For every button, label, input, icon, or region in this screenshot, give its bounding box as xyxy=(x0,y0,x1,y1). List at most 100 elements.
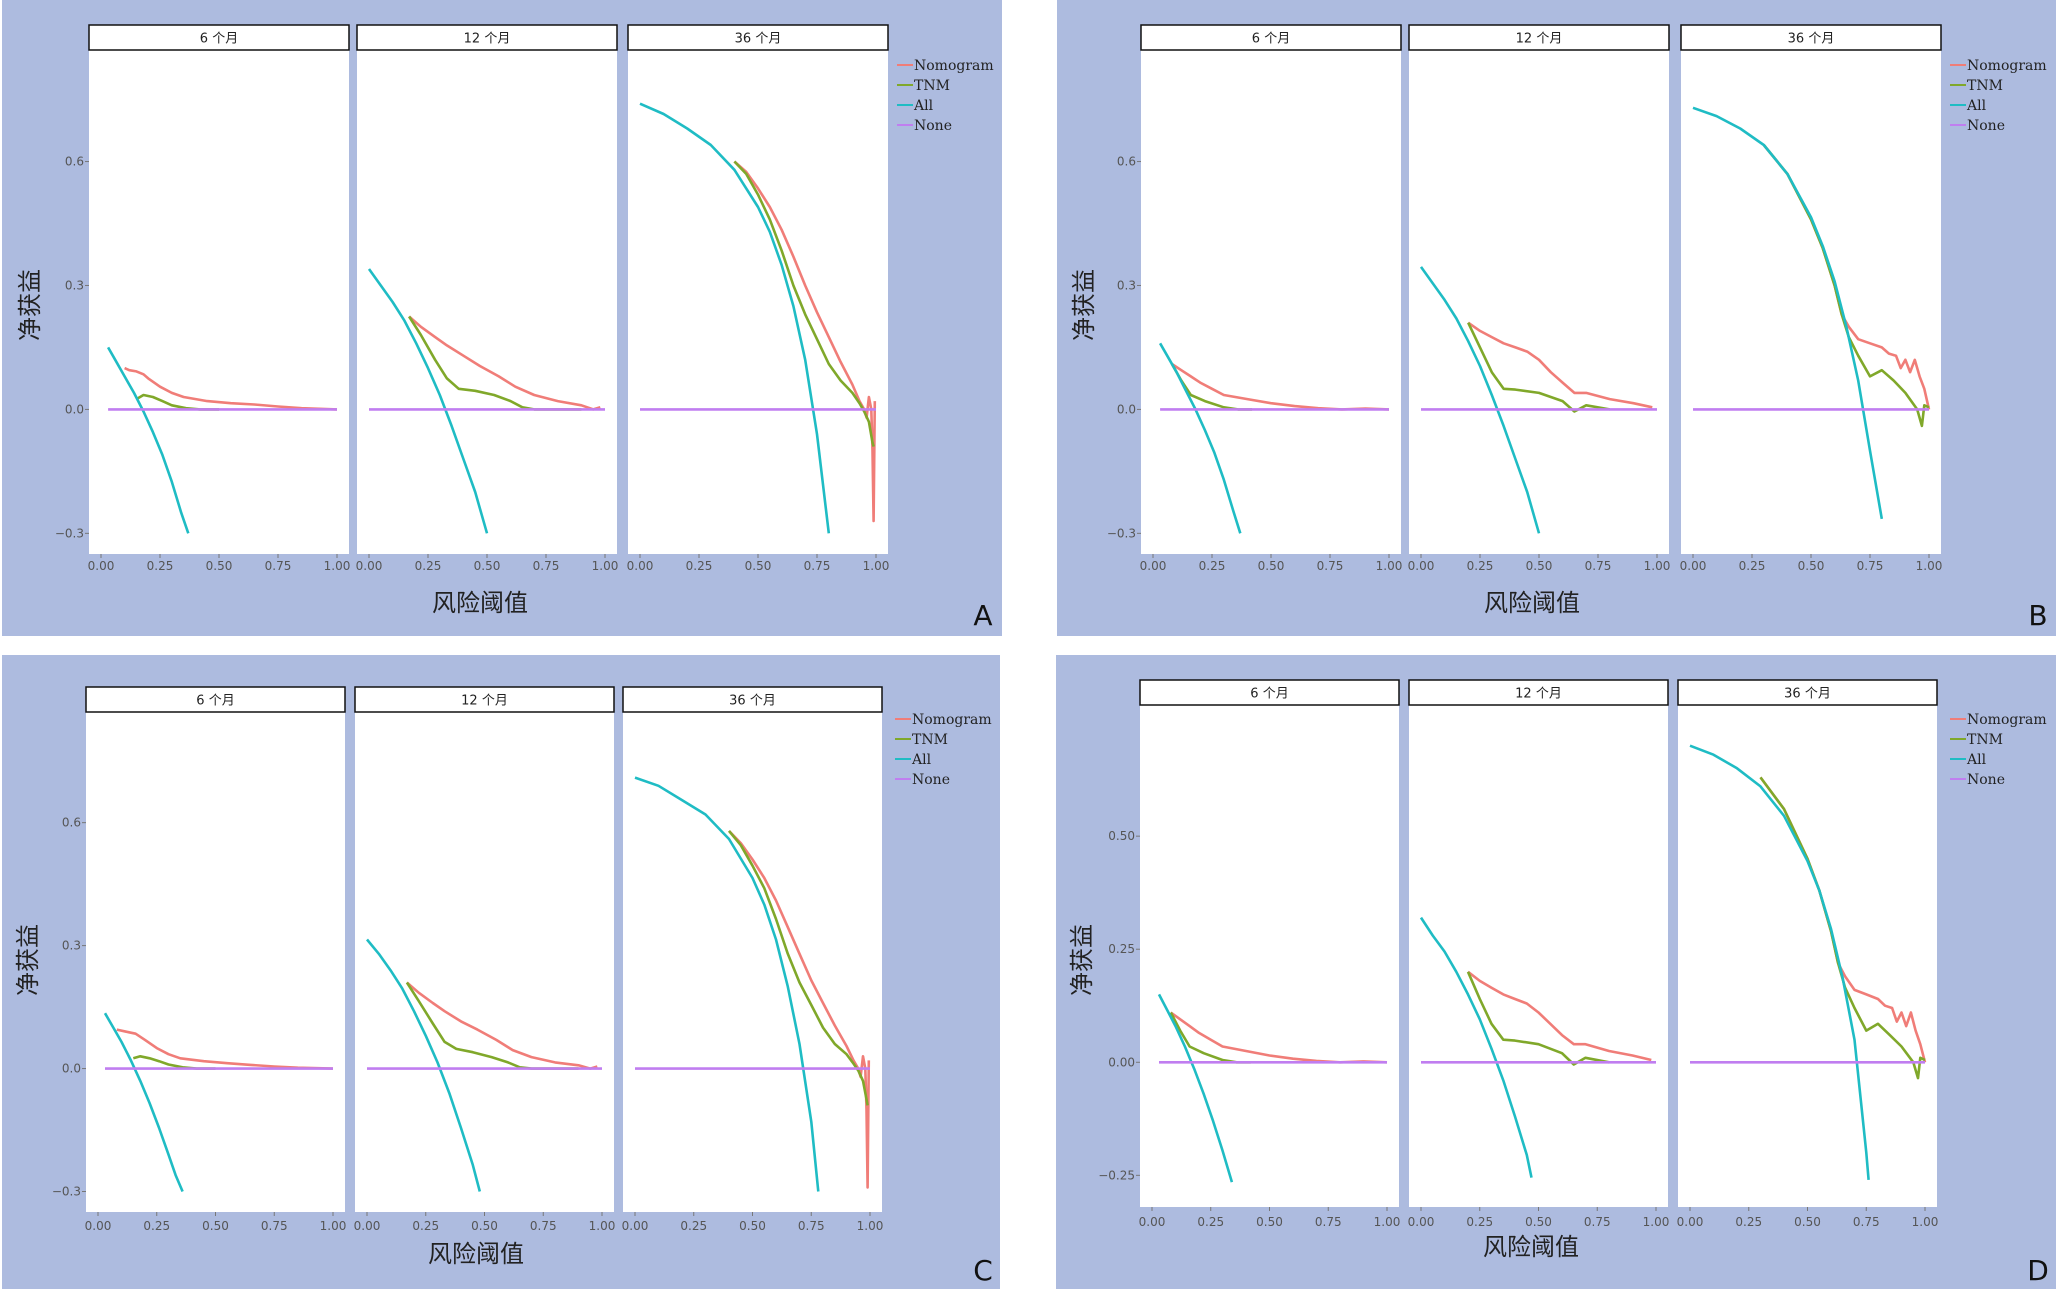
legend-label-all: All xyxy=(911,752,932,768)
legend-label-tnm: TNM xyxy=(914,78,950,94)
series-line-tnm xyxy=(727,830,869,1106)
x-tick-label: 0.25 xyxy=(415,559,442,573)
facet-strip xyxy=(1140,24,1402,51)
series-line-nomogram xyxy=(406,981,598,1070)
x-tick-label: 0.50 xyxy=(1526,559,1553,573)
legend-label-tnm: TNM xyxy=(1967,732,2003,748)
panel-letter: A xyxy=(973,599,992,632)
plot-area xyxy=(1409,705,1668,1207)
x-tick-label: 0.00 xyxy=(1140,559,1167,573)
series-line-all xyxy=(1692,106,1884,520)
series-line-nomogram xyxy=(116,1028,334,1070)
plot-area xyxy=(86,712,345,1212)
series-line-all xyxy=(1419,916,1533,1178)
x-tick-label: 1.00 xyxy=(1916,559,1943,573)
facet-strip xyxy=(1139,679,1400,706)
facet-36m: 36 个月 0.00 0.25 0.50 0.75 1.00 xyxy=(1677,679,1938,1229)
series-line-all xyxy=(1419,266,1541,534)
x-tick-label: 0.50 xyxy=(1258,559,1285,573)
x-tick-label: 1.00 xyxy=(1644,559,1671,573)
legend-label-all: All xyxy=(1966,752,1987,768)
x-tick-label: 0.00 xyxy=(627,559,654,573)
facet-6m: 6 个月 0.00 0.25 0.50 0.75 1.00 xyxy=(1139,679,1400,1229)
x-tick-label: 0.75 xyxy=(533,559,560,573)
y-tick-label: 0.3 xyxy=(65,278,84,292)
facet-12m: 12 个月 0.00 0.25 0.50 0.75 1.00 xyxy=(1408,24,1671,573)
series-line-all xyxy=(639,102,831,534)
x-tick-label: 1.00 xyxy=(863,559,890,573)
legend-label-tnm: TNM xyxy=(912,732,948,748)
x-tick-label: 1.00 xyxy=(1643,1215,1670,1229)
y-tick-label: 0.0 xyxy=(1117,402,1136,416)
series-line-nomogram xyxy=(124,366,338,411)
x-tick-label: 0.25 xyxy=(143,1219,170,1233)
legend-label-none: None xyxy=(1967,118,2005,134)
panel-letter: B xyxy=(2028,599,2047,632)
facet-label: 6 个月 xyxy=(200,32,238,47)
facet-strip xyxy=(1677,679,1938,706)
y-tick-label: −0.3 xyxy=(52,1185,81,1199)
panel-letter: C xyxy=(973,1254,993,1287)
legend-label-none: None xyxy=(912,772,950,788)
y-axis-title: 净获益 xyxy=(1068,924,1096,996)
plot-area xyxy=(628,50,888,554)
legend-label-nomogram: Nomogram xyxy=(912,712,992,728)
facet-12m: 12 个月 0.00 0.25 0.50 0.75 1.00 xyxy=(1408,679,1670,1229)
x-tick-label: 0.25 xyxy=(1466,1215,1493,1229)
x-tick-label: 0.75 xyxy=(1584,1215,1611,1229)
facet-6m: 6 个月 0.00 0.25 0.50 0.75 1.00 xyxy=(85,686,347,1233)
y-tick-label: 0.00 xyxy=(1108,1055,1135,1069)
x-tick-label: 1.00 xyxy=(589,1219,616,1233)
x-tick-label: 0.75 xyxy=(1585,559,1612,573)
x-tick-label: 0.25 xyxy=(1739,559,1766,573)
chart-panel-a: 6 个月 0.00 0.25 0.50 0.75 1.00 12 个月 0.00 0.25 0.5… xyxy=(16,24,994,632)
x-tick-label: 0.00 xyxy=(1680,559,1707,573)
facet-36m: 36 个月 0.00 0.25 0.50 0.75 1.00 xyxy=(622,686,883,1233)
series-line-all xyxy=(1689,744,1870,1181)
facet-label: 12 个月 xyxy=(461,694,508,709)
x-tick-label: 0.25 xyxy=(147,559,174,573)
facet-6m: 6 个月 0.00 0.25 0.50 0.75 1.00 xyxy=(88,24,351,573)
legend-label-all: All xyxy=(913,98,934,114)
panel-letter: D xyxy=(2027,1254,2049,1287)
x-tick-label: 0.25 xyxy=(680,1219,707,1233)
facet-label: 36 个月 xyxy=(729,694,776,709)
x-tick-label: 0.50 xyxy=(745,559,772,573)
x-tick-label: 0.00 xyxy=(88,559,115,573)
facet-strip xyxy=(85,686,346,713)
y-axis-title: 净获益 xyxy=(14,924,42,996)
legend-label-tnm: TNM xyxy=(1967,78,2003,94)
x-tick-label: 0.25 xyxy=(412,1219,439,1233)
facet-36m: 36 个月 0.00 0.25 0.50 0.75 1.00 xyxy=(1680,24,1943,573)
x-tick-label: 0.50 xyxy=(471,1219,498,1233)
x-tick-label: 0.75 xyxy=(265,559,292,573)
legend-label-none: None xyxy=(914,118,952,134)
x-tick-label: 1.00 xyxy=(592,559,619,573)
x-tick-label: 1.00 xyxy=(1376,559,1403,573)
legend: Nomogram TNM All None xyxy=(897,58,994,134)
x-tick-label: 0.50 xyxy=(1794,1215,1821,1229)
series-line-tnm xyxy=(733,160,875,447)
x-tick-label: 0.00 xyxy=(1408,559,1435,573)
x-tick-label: 0.00 xyxy=(354,1219,381,1233)
x-tick-label: 1.00 xyxy=(324,559,351,573)
series-line-all xyxy=(103,1012,184,1193)
x-tick-label: 1.00 xyxy=(320,1219,347,1233)
chart-panel-b: 6 个月 0.00 0.25 0.50 0.75 1.00 12 个月 0.00 0.25 0.5… xyxy=(1070,24,2048,632)
plot-area xyxy=(1681,50,1941,554)
y-tick-label: 0.0 xyxy=(65,402,84,416)
plot-area xyxy=(357,50,617,554)
series-line-all xyxy=(106,346,190,534)
series-line-all xyxy=(1157,993,1234,1183)
legend-label-none: None xyxy=(1967,772,2005,788)
x-tick-label: 0.50 xyxy=(474,559,501,573)
x-tick-label: 0.00 xyxy=(1677,1215,1704,1229)
facet-label: 6 个月 xyxy=(1250,687,1288,702)
facet-label: 36 个月 xyxy=(1784,687,1831,702)
legend: Nomogram TNM All None xyxy=(895,712,992,788)
x-tick-label: 0.25 xyxy=(1735,1215,1762,1229)
x-tick-label: 0.50 xyxy=(1256,1215,1283,1229)
x-tick-label: 0.50 xyxy=(739,1219,766,1233)
facet-label: 36 个月 xyxy=(1788,32,1835,47)
plot-area xyxy=(623,712,882,1212)
